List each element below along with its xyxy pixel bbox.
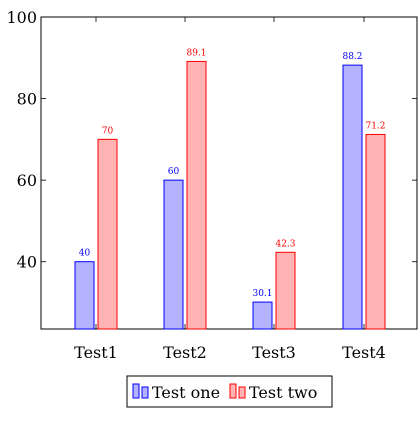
x-tick-label: Test4 xyxy=(342,343,386,362)
x-tick-label: Test1 xyxy=(74,343,118,362)
bar-value-label: 70 xyxy=(102,126,114,136)
x-tick-label: Test2 xyxy=(163,343,207,362)
y-tick-label: 100 xyxy=(6,8,37,27)
bar-value-label: 60 xyxy=(168,167,180,177)
x-tick-label: Test3 xyxy=(252,343,296,362)
bar-test-two xyxy=(275,251,296,330)
bar-test-two xyxy=(186,60,207,330)
bar-test-one xyxy=(342,64,363,330)
bar-value-label: 30.1 xyxy=(252,289,272,299)
bar-test-one xyxy=(252,301,273,330)
bar-test-two xyxy=(365,133,386,330)
bar-test-two xyxy=(97,138,118,330)
bar-value-label: 88.2 xyxy=(342,52,362,62)
bar-value-label: 89.1 xyxy=(186,48,206,58)
bar-test-one xyxy=(163,179,184,330)
y-tick-label: 80 xyxy=(17,90,37,109)
legend-label: Test one xyxy=(152,383,220,402)
y-tick-label: 60 xyxy=(17,171,37,190)
plot-frame xyxy=(40,16,418,330)
y-tick-label: 40 xyxy=(17,253,37,272)
bar-test-one xyxy=(74,261,95,330)
bar-value-label: 42.3 xyxy=(275,239,295,249)
legend-label: Test two xyxy=(249,383,317,402)
legend-swatch xyxy=(141,386,149,399)
bar-value-label: 71.2 xyxy=(365,121,385,131)
legend-swatch xyxy=(229,383,237,399)
bar-value-label: 40 xyxy=(79,249,91,259)
legend-swatch xyxy=(132,383,140,399)
legend-swatch xyxy=(238,386,246,399)
